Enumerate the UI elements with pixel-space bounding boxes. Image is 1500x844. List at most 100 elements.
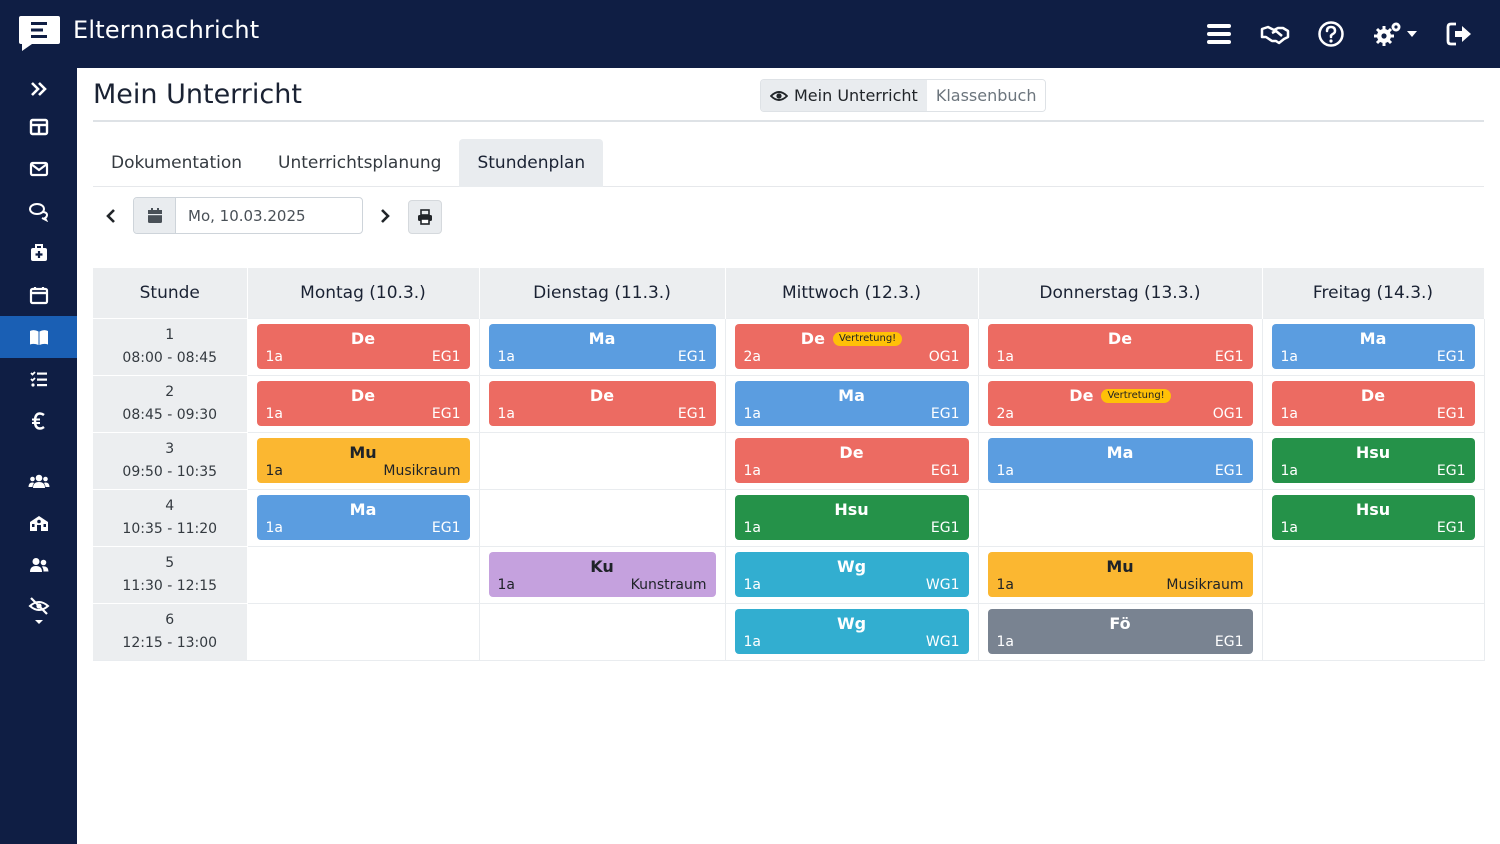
- lesson-card[interactable]: Ma 1a EG1: [987, 438, 1253, 483]
- lesson-card[interactable]: De 1a EG1: [734, 438, 969, 483]
- tab-dokumentation[interactable]: Dokumentation: [111, 153, 243, 173]
- lesson-card[interactable]: Mu 1a Musikraum: [256, 438, 470, 483]
- prev-week-chevron-icon[interactable]: [97, 202, 125, 230]
- timetable-cell: Mu 1a Musikraum: [247, 431, 480, 489]
- timetable-cell[interactable]: [479, 431, 726, 489]
- lesson-class: 1a: [265, 349, 284, 365]
- lesson-room: EG1: [1214, 349, 1244, 365]
- app-title[interactable]: Elternnachricht: [73, 16, 260, 44]
- lesson-class: 1a: [1280, 520, 1299, 536]
- sidebar-dashboard-icon[interactable]: [0, 106, 77, 148]
- lesson-card[interactable]: De 1a EG1: [987, 324, 1253, 369]
- timetable-cell: Wg 1a WG1: [725, 602, 979, 661]
- timetable-cell: De 1a EG1: [247, 317, 480, 375]
- table-row: 5 11:30 - 12:15 Ku 1a Kunstraum Wg 1a WG1 Mu 1a Mu…: [93, 545, 1485, 603]
- timetable-cell: Hsu 1a EG1: [1262, 488, 1485, 546]
- sidebar-tasks-list-icon[interactable]: [0, 358, 77, 400]
- hour-cell: 2 08:45 - 09:30: [93, 374, 248, 432]
- view-klassenbuch-button[interactable]: Klassenbuch: [926, 80, 1046, 111]
- lesson-card[interactable]: Ma 1a EG1: [734, 381, 969, 426]
- hour-number: 3: [165, 440, 175, 457]
- sidebar-book-open-icon[interactable]: [0, 316, 77, 358]
- hour-cell: 1 08:00 - 08:45: [93, 317, 248, 375]
- table-row: 3 09:50 - 10:35 Mu 1a Musikraum De 1a EG1 Ma 1a EG…: [93, 431, 1485, 489]
- timetable-cell[interactable]: [978, 488, 1263, 546]
- settings-gears-icon[interactable]: [1372, 19, 1418, 49]
- timetable-cell[interactable]: [1262, 602, 1485, 661]
- lesson-card[interactable]: Ma 1a EG1: [488, 324, 716, 369]
- timetable: Stunde Montag (10.3.) Dienstag (11.3.) M…: [93, 268, 1485, 661]
- lesson-class: 1a: [743, 463, 762, 479]
- lesson-room: EG1: [1436, 349, 1466, 365]
- date-input[interactable]: Mo, 10.03.2025: [188, 206, 306, 225]
- lesson-card[interactable]: De Vertretung! 2a OG1: [987, 381, 1253, 426]
- lesson-subject: Ma: [1359, 329, 1387, 348]
- lesson-card[interactable]: Ma 1a EG1: [1271, 324, 1475, 369]
- timetable-cell[interactable]: [247, 602, 480, 661]
- lesson-room: EG1: [677, 406, 707, 422]
- lesson-card[interactable]: De 1a EG1: [256, 324, 470, 369]
- menu-bars-icon[interactable]: [1204, 19, 1234, 49]
- lesson-card[interactable]: De Vertretung! 2a OG1: [734, 324, 969, 369]
- handshake-icon[interactable]: [1260, 19, 1290, 49]
- lesson-card[interactable]: Hsu 1a EG1: [734, 495, 969, 540]
- lesson-card[interactable]: Ku 1a Kunstraum: [488, 552, 716, 597]
- timetable-cell[interactable]: [479, 488, 726, 546]
- lesson-card[interactable]: Mu 1a Musikraum: [987, 552, 1253, 597]
- lesson-card[interactable]: Wg 1a WG1: [734, 552, 969, 597]
- calendar-icon[interactable]: [134, 198, 176, 233]
- lesson-card[interactable]: Hsu 1a EG1: [1271, 495, 1475, 540]
- lesson-card[interactable]: De 1a EG1: [488, 381, 716, 426]
- tab-unterrichtsplanung[interactable]: Unterrichtsplanung: [278, 153, 442, 173]
- sidebar-euro-icon[interactable]: [0, 400, 77, 442]
- lesson-room: EG1: [677, 349, 707, 365]
- lesson-room: EG1: [431, 349, 461, 365]
- sidebar-users-group-icon[interactable]: [0, 460, 77, 502]
- sidebar-mail-icon[interactable]: [0, 148, 77, 190]
- tab-stundenplan[interactable]: Stundenplan: [459, 139, 604, 187]
- sidebar-user-friends-icon[interactable]: [0, 544, 77, 586]
- lesson-subject: De: [1107, 329, 1133, 348]
- hour-time: 08:00 - 08:45: [122, 349, 218, 366]
- lesson-class: 1a: [497, 406, 516, 422]
- header-hour: Stunde: [93, 268, 248, 318]
- lesson-subject: Hsu: [834, 500, 869, 519]
- hour-cell: 3 09:50 - 10:35: [93, 431, 248, 489]
- sidebar-expand-icon[interactable]: [0, 68, 77, 110]
- header-day: Donnerstag (13.3.): [978, 268, 1263, 318]
- substitution-badge: Vertretung!: [832, 331, 903, 346]
- timetable-cell[interactable]: [247, 545, 480, 603]
- substitution-badge: Vertretung!: [1101, 388, 1171, 403]
- sidebar-chat-icon[interactable]: [0, 190, 77, 232]
- hour-cell: 5 11:30 - 12:15: [93, 545, 248, 603]
- lesson-card[interactable]: Hsu 1a EG1: [1271, 438, 1475, 483]
- logout-icon[interactable]: [1444, 19, 1474, 49]
- next-week-chevron-icon[interactable]: [371, 202, 399, 230]
- timetable-cell: De 1a EG1: [1262, 374, 1485, 432]
- date-picker[interactable]: Mo, 10.03.2025: [133, 197, 363, 234]
- timetable-cell: Wg 1a WG1: [725, 545, 979, 603]
- sidebar-medical-kit-icon[interactable]: [0, 232, 77, 274]
- header-day: Dienstag (11.3.): [479, 268, 726, 318]
- lesson-card[interactable]: Ma 1a EG1: [256, 495, 470, 540]
- lesson-class: 1a: [497, 577, 516, 593]
- lesson-card[interactable]: Wg 1a WG1: [734, 609, 969, 654]
- sidebar-calendar-icon[interactable]: [0, 274, 77, 316]
- lesson-subject: Ma: [1106, 443, 1134, 462]
- lesson-card[interactable]: Fö 1a EG1: [987, 609, 1253, 654]
- lesson-room: WG1: [925, 634, 960, 650]
- lesson-card[interactable]: De 1a EG1: [256, 381, 470, 426]
- view-mein-unterricht-button[interactable]: Mein Unterricht: [761, 80, 927, 111]
- timetable-cell[interactable]: [479, 602, 726, 661]
- table-row: 6 12:15 - 13:00 Wg 1a WG1 Fö 1a EG1: [93, 602, 1485, 661]
- timetable-cell[interactable]: [1262, 545, 1485, 603]
- print-button[interactable]: [408, 200, 442, 234]
- chat-logo-icon[interactable]: [18, 14, 61, 52]
- lesson-class: 2a: [743, 349, 762, 365]
- lesson-class: 1a: [743, 520, 762, 536]
- sidebar-hidden-eye-icon[interactable]: [0, 586, 77, 636]
- help-question-icon[interactable]: [1316, 19, 1346, 49]
- timetable-cell: Ku 1a Kunstraum: [479, 545, 726, 603]
- sidebar-school-icon[interactable]: [0, 502, 77, 544]
- lesson-card[interactable]: De 1a EG1: [1271, 381, 1475, 426]
